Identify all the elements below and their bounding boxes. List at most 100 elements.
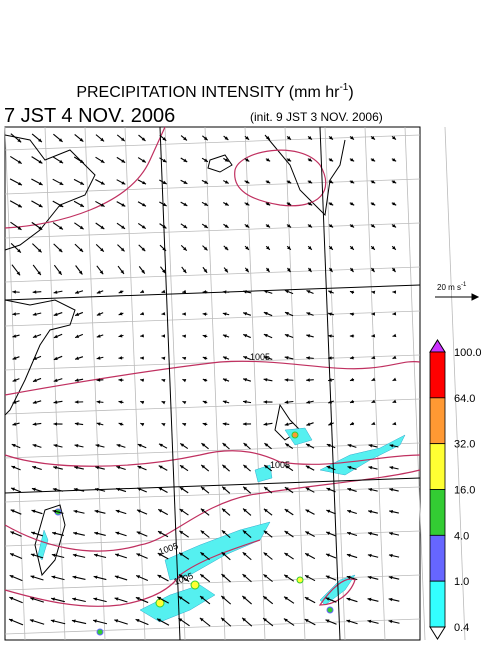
coast — [34, 504, 66, 577]
wind-arrow-head — [115, 553, 120, 557]
wind-arrow-head — [326, 443, 331, 448]
wind-arrow-head — [71, 619, 76, 623]
wind-arrow-head — [32, 465, 37, 470]
coast — [4, 134, 96, 251]
isobar — [318, 578, 356, 606]
wind-arrow-head — [388, 619, 393, 624]
title-text: PRECIPITATION INTENSITY (mm hr — [76, 84, 340, 101]
wind-arrow-head — [346, 619, 351, 623]
vector-scale-arrow — [435, 293, 480, 301]
wind-arrow-head — [115, 509, 120, 514]
wind-arrow-head — [38, 203, 43, 208]
wind-arrow-head — [308, 246, 312, 250]
wind-arrow-head — [18, 181, 22, 186]
wind-arrow-head — [308, 268, 312, 272]
isobar — [4, 360, 421, 396]
wind-arrow-head — [389, 444, 394, 448]
wind-arrow-head — [9, 575, 14, 579]
wind-arrow-head — [140, 400, 145, 405]
precip-core — [190, 580, 200, 590]
wind-arrow-head — [157, 618, 161, 622]
init-time: (init. 9 JST 3 NOV. 2006) — [250, 110, 383, 124]
wind-arrow-head — [245, 180, 250, 184]
wind-arrow-head — [222, 378, 227, 382]
wind-arrow-head — [199, 617, 204, 622]
wind-arrow-head — [308, 223, 313, 228]
wind-arrow-head — [350, 223, 355, 228]
wind-arrow-head — [350, 179, 355, 184]
wind-arrow-head — [58, 270, 62, 275]
wind-arrow-head — [52, 487, 57, 492]
wind-arrow-head — [263, 552, 268, 557]
wind-arrow-head — [349, 334, 354, 338]
wind-arrow-head — [306, 290, 311, 294]
wind-arrow-head — [75, 334, 80, 338]
grid-line — [404, 126, 426, 641]
wind-arrow-head — [17, 160, 22, 164]
wind-arrow-head — [114, 597, 119, 601]
wind-arrow-head — [287, 223, 292, 228]
wind-arrow-head — [141, 137, 146, 141]
wind-arrow-head — [96, 400, 101, 404]
colorbar-label: 0.4 — [454, 622, 469, 634]
wind-arrow-head — [157, 596, 162, 601]
wind-arrow-head — [96, 334, 101, 338]
wind-arrow-head — [287, 201, 292, 206]
wind-arrow-head — [96, 312, 101, 316]
wind-arrow-head — [392, 136, 396, 140]
wind-arrow-head — [392, 246, 396, 250]
wind-arrow-head — [182, 422, 187, 427]
wind-arrow-head — [329, 246, 333, 250]
wind-arrow-head — [371, 333, 376, 338]
wind-arrow-head — [58, 248, 63, 253]
title-exponent: -1 — [339, 82, 348, 93]
contour-label: 1005 — [270, 460, 290, 470]
grid-line — [124, 126, 146, 641]
wind-arrow-head — [224, 136, 229, 140]
wind-arrow-head — [17, 248, 21, 253]
wind-arrow-head — [326, 509, 331, 514]
wind-arrow-head — [141, 159, 146, 163]
grid-line — [284, 126, 306, 641]
wind-arrow-head — [182, 312, 186, 316]
wind-arrow-head — [158, 531, 162, 535]
wind-arrow-head — [263, 508, 268, 513]
wind-arrow-head — [201, 464, 206, 469]
wind-arrow-head — [389, 488, 394, 492]
wind-arrow-head — [100, 247, 104, 252]
wind-arrow-head — [266, 136, 270, 140]
wind-arrow-head — [38, 181, 43, 185]
wind-arrow-head — [284, 334, 289, 338]
wind-arrow-head — [371, 179, 376, 184]
wind-arrow-head — [266, 157, 271, 162]
wind-arrow-head — [30, 597, 35, 601]
wind-arrow-head — [263, 400, 268, 404]
wind-arrow-head — [350, 201, 355, 206]
wind-arrow-head — [10, 553, 14, 557]
wind-arrow-head — [10, 531, 15, 535]
latitude-line — [4, 477, 421, 494]
wind-arrow-head — [263, 312, 268, 316]
wind-arrow-head — [53, 444, 58, 448]
wind-arrow-head — [12, 312, 17, 316]
wind-arrow-head — [136, 531, 141, 535]
wind-arrow-head — [287, 136, 291, 140]
wind-arrow-head — [371, 136, 375, 140]
wind-arrow-head — [100, 203, 105, 207]
wind-arrow-head — [100, 159, 105, 163]
wind-arrow-head — [118, 312, 123, 316]
wind-arrow-head — [305, 531, 310, 535]
wind-arrow-head — [263, 378, 268, 382]
wind-arrow-head — [287, 179, 292, 184]
wind-arrow-head — [305, 465, 310, 469]
wind-arrow-head — [222, 486, 226, 491]
wind-arrow-head — [203, 246, 208, 251]
wind-arrow-head — [221, 595, 226, 600]
wind-arrow-head — [59, 203, 64, 207]
wind-arrow-head — [350, 246, 354, 250]
wind-arrow-head — [222, 508, 226, 513]
title-end: ) — [348, 84, 353, 101]
wind-arrow-head — [347, 444, 352, 448]
wind-arrow-head — [74, 422, 79, 426]
wind-arrow-head — [118, 334, 123, 338]
